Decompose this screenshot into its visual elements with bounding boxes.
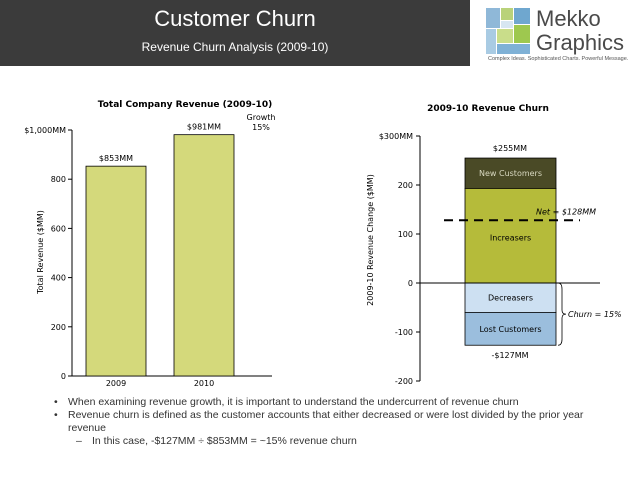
growth-label: Growth bbox=[247, 113, 276, 122]
segment-label-lost-customers: Lost Customers bbox=[479, 325, 541, 334]
segment-label-new-customers: New Customers bbox=[479, 169, 542, 178]
churn-y-tick-label: -100 bbox=[395, 328, 413, 337]
churn-y-tick-label: -200 bbox=[395, 377, 413, 386]
segment-lost-customers bbox=[464, 311, 557, 346]
page-subtitle: Revenue Churn Analysis (2009-10) bbox=[141, 40, 329, 54]
segment-increasers bbox=[464, 188, 557, 284]
segment-decreasers bbox=[464, 282, 557, 313]
logo-word-mekko: Mekko bbox=[536, 6, 601, 31]
logo-mark-icon bbox=[486, 8, 530, 54]
bullet-notes: When examining revenue growth, it is imp… bbox=[52, 396, 622, 448]
revenue-bar-2010 bbox=[173, 134, 235, 377]
revenue-bar-data-label: $853MM bbox=[99, 154, 133, 163]
churn-y-tick-label: 200 bbox=[398, 181, 413, 190]
churn-y-tick-label: 0 bbox=[408, 279, 413, 288]
churn-y-tick-label: $300MM bbox=[379, 132, 413, 141]
growth-value: 15% bbox=[252, 123, 270, 132]
revenue-y-tick-label: 600 bbox=[51, 224, 66, 233]
revenue-y-tick-label: 400 bbox=[51, 274, 66, 283]
revenue-x-tick-label: 2010 bbox=[194, 379, 214, 388]
revenue-chart-title: Total Company Revenue (2009-10) bbox=[98, 100, 272, 110]
top-total-label: $255MM bbox=[493, 144, 527, 153]
bullet-item: When examining revenue growth, it is imp… bbox=[52, 396, 622, 409]
revenue-chart-ylabel: Total Revenue ($MM) bbox=[36, 210, 45, 295]
mekko-graphics-logo: Mekko Graphics Complex Ideas. Sophistica… bbox=[482, 6, 632, 64]
churn-label: Churn = 15% bbox=[568, 310, 622, 319]
segment-label-increasers: Increasers bbox=[490, 233, 531, 242]
logo-tagline: Complex Ideas. Sophisticated Charts. Pow… bbox=[488, 56, 629, 62]
bottom-total-label: -$127MM bbox=[491, 351, 528, 360]
revenue-y-tick-label: 0 bbox=[61, 372, 66, 381]
segment-new-customers bbox=[464, 157, 557, 189]
revenue-bar-2009 bbox=[85, 165, 147, 377]
revenue-y-tick-label: $1,000MM bbox=[24, 126, 66, 135]
bullet-item: Revenue churn is defined as the customer… bbox=[52, 409, 622, 435]
revenue-x-tick-label: 2009 bbox=[106, 379, 126, 388]
sub-bullet-item: In this case, -$127MM ÷ $853MM = ~15% re… bbox=[52, 435, 622, 448]
churn-chart-title: 2009-10 Revenue Churn bbox=[427, 104, 549, 114]
page-title: Customer Churn bbox=[154, 6, 316, 31]
revenue-y-tick-label: 200 bbox=[51, 323, 66, 332]
net-label: Net = $128MM bbox=[536, 207, 596, 216]
churn-chart-ylabel: 2009-10 Revenue Change ($MM) bbox=[366, 174, 375, 306]
header-banner: Customer Churn Revenue Churn Analysis (2… bbox=[0, 0, 470, 66]
revenue-bar-data-label: $981MM bbox=[187, 123, 221, 132]
churn-y-tick-label: 100 bbox=[398, 230, 413, 239]
logo-word-graphics: Graphics bbox=[536, 30, 625, 55]
churn-bracket bbox=[557, 282, 567, 346]
revenue-chart: Total Company Revenue (2009-10) Total Re… bbox=[24, 100, 275, 388]
revenue-y-tick-label: 800 bbox=[51, 175, 66, 184]
churn-chart: 2009-10 Revenue Churn 2009-10 Revenue Ch… bbox=[366, 104, 622, 386]
segment-label-decreasers: Decreasers bbox=[488, 294, 533, 303]
